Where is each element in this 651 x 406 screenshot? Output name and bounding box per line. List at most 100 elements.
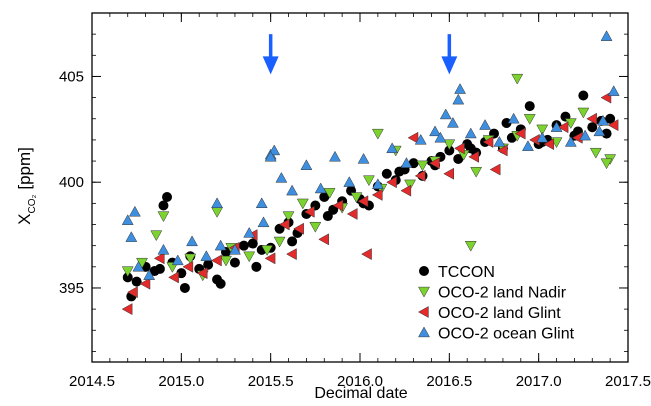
data-point [414,133,427,145]
data-point [363,175,375,187]
data-point [550,121,563,132]
data-point [579,129,592,141]
data-point [238,240,249,251]
data-point [444,145,455,156]
data-point [322,211,333,222]
data-point [211,254,222,267]
data-point [157,211,170,223]
data-point [255,197,268,209]
data-point [329,150,341,162]
down-arrow-annotation [262,34,279,75]
data-point [323,188,336,199]
data-point [125,231,138,242]
legend-marker [418,326,430,338]
data-point [587,122,598,133]
data-point [220,255,232,267]
data-point [122,272,133,283]
y-tick-label: 395 [59,280,84,297]
x-tick-labels: 2014.5 2015.0 2015.5 2016.0 2016.5 2017.0 2017… [69,373,651,390]
data-point [400,157,413,168]
x-tick-label: 2017.0 [516,373,562,390]
legend: TCCON OCO-2 land Nadir OCO-2 land Glint OCO… [417,264,575,343]
y-tick-label: 405 [59,68,84,85]
data-point [464,127,477,139]
data-point [293,222,304,235]
data-point [443,139,456,151]
data-point [443,167,454,180]
data-point [346,208,358,220]
data-point [357,195,369,208]
data-point [229,257,240,268]
legend-label: OCO-2 land Glint [438,305,561,322]
data-point [607,119,619,132]
data-point [361,248,372,261]
legend-label: OCO-2 land Nadir [438,285,567,302]
data-point [171,254,184,266]
data-point [121,266,134,278]
x-tick-label: 2017.5 [605,373,651,390]
data-point [536,131,549,143]
legend-marker [419,266,429,276]
data-point [286,184,299,196]
data-point [386,142,399,154]
legend-label: TCCON [438,264,495,281]
data-point [157,243,170,255]
y-axis-label: XCO₂ [ppm] [15,147,38,225]
x-axis-label: Decimal date [314,385,407,402]
data-point [332,199,344,212]
x-tick-label: 2015.0 [158,373,204,390]
data-point [251,261,262,272]
data-point [300,159,313,170]
x-tick-label: 2015.5 [248,373,294,390]
plot-area [92,13,628,362]
data-point [287,236,298,247]
data-point [593,125,606,137]
data-point [273,236,286,248]
data-point [386,176,397,189]
data-point [243,251,256,263]
data-point [121,214,134,225]
data-point [454,83,466,94]
data-point [493,136,506,147]
annotation-arrows [262,34,458,75]
data-point [407,131,419,144]
series-oco-2-land-nadir [121,73,617,282]
data-point [454,142,465,155]
legend-item: OCO-2 ocean Glint [418,326,575,343]
series-oco-2-land-glint [121,91,619,316]
y-axis-label-unit: [ppm] [15,147,34,190]
data-point [429,157,440,170]
data-point [186,235,198,247]
data-point [564,136,577,147]
data-point [522,140,534,151]
data-point [446,116,459,128]
legend-marker [417,306,429,318]
data-point [501,117,512,128]
data-point [243,226,256,238]
data-point [600,30,613,41]
data-point [400,184,412,197]
data-point [468,150,479,163]
data-point [286,248,297,261]
data-point [184,253,197,265]
data-point [434,131,447,143]
data-point [597,114,609,126]
data-point [158,200,169,211]
y-axis-label-subscript: CO₂ [27,195,38,214]
axis-ticks [91,12,629,362]
data-point [343,176,356,187]
data-point [607,85,620,96]
data-point [479,119,491,130]
data-point [371,188,383,201]
arrow-head [441,56,458,75]
data-point [203,259,214,270]
data-point [247,238,258,249]
data-point [439,108,452,120]
legend-item: OCO-2 land Nadir [418,285,567,302]
data-point [257,216,270,228]
arrow-head [262,56,279,75]
legend-label: OCO-2 ocean Glint [438,326,575,343]
data-point [128,205,141,217]
data-point [309,221,322,233]
data-point [200,250,213,261]
